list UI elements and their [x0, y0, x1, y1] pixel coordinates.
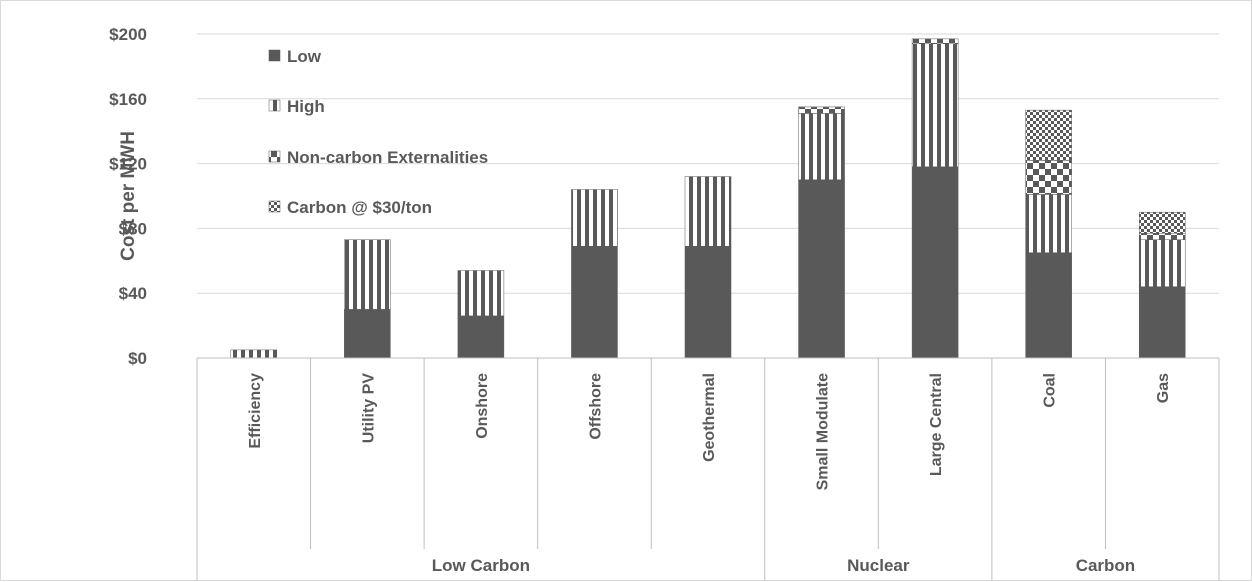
y-tick-label: $0 — [128, 349, 147, 368]
legend-swatch-3 — [268, 150, 281, 163]
bar-segment-2 — [1138, 239, 1186, 287]
bar-segment-2 — [571, 189, 618, 247]
y-axis-title: Cost per MWH — [118, 131, 139, 261]
y-tick-label: $80 — [119, 219, 147, 238]
legend-label: Non-carbon Externalities — [287, 148, 488, 167]
group-label: Low Carbon — [432, 556, 530, 575]
bar-segment-1 — [1138, 286, 1186, 359]
bar-segment-2 — [1025, 194, 1072, 253]
category-label: Onshore — [474, 373, 491, 439]
bar-segment-2 — [230, 349, 278, 359]
legend-swatch-1 — [268, 49, 281, 62]
bar-segment-2 — [344, 239, 391, 310]
category-label: Geothermal — [701, 373, 718, 462]
bar-segment-1 — [457, 315, 505, 359]
bar-segment-3 — [1138, 233, 1186, 240]
bar-segment-1 — [911, 166, 959, 359]
bar-segment-2 — [457, 270, 505, 317]
bar-segment-3 — [911, 38, 959, 44]
bar-segment-4 — [1138, 211, 1186, 234]
bar-segment-3 — [1025, 160, 1072, 195]
legend-label: Carbon @ $30/ton — [287, 198, 432, 217]
bar-segment-2 — [911, 43, 959, 168]
legend-swatch-4 — [268, 200, 281, 213]
bar-segment-4 — [1025, 109, 1072, 161]
bar-segment-1 — [1025, 252, 1072, 359]
bar-segment-3 — [798, 106, 845, 114]
category-label: Utility PV — [360, 373, 377, 444]
group-label: Nuclear — [847, 556, 910, 575]
category-label: Gas — [1155, 373, 1172, 403]
y-tick-label: $160 — [109, 90, 147, 109]
legend-label: High — [287, 97, 325, 116]
category-label: Efficiency — [247, 373, 264, 449]
group-label: Carbon — [1076, 556, 1136, 575]
bar-segment-1 — [571, 245, 618, 359]
y-tick-label: $40 — [119, 284, 147, 303]
category-label: Coal — [1042, 373, 1059, 408]
y-tick-label: $120 — [109, 155, 147, 174]
bar-segment-1 — [684, 245, 732, 359]
bar-segment-2 — [684, 176, 732, 247]
bar-segment-2 — [798, 113, 845, 181]
category-label: Small Modulate — [815, 373, 832, 490]
category-label: Large Central — [928, 373, 945, 476]
bar-segment-1 — [798, 179, 845, 359]
legend-label: Low — [287, 47, 322, 66]
bar-segment-1 — [344, 309, 391, 359]
category-label: Offshore — [587, 373, 604, 440]
y-tick-label: $200 — [109, 25, 147, 44]
legend-swatch-2 — [268, 99, 281, 112]
